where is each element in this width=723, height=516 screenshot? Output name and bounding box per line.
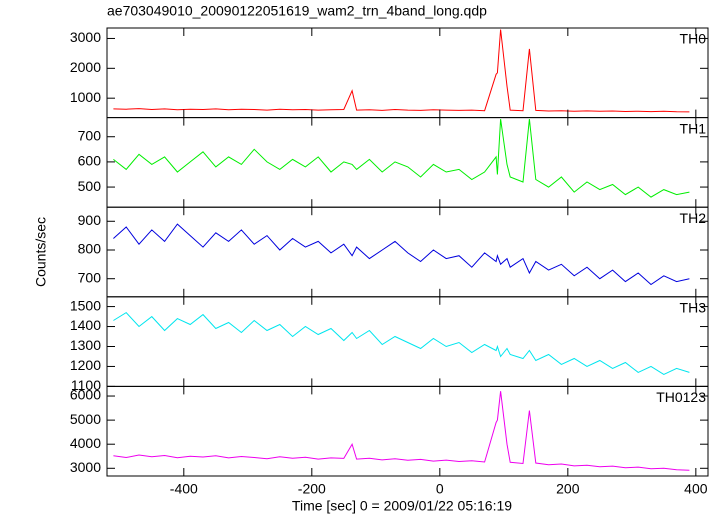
panel-label: TH0 [680,31,707,47]
data-line [113,223,690,286]
y-tick-label: 1100 [71,377,101,393]
panel-label: TH2 [680,210,707,226]
data-line [113,119,690,198]
panel-frame [106,296,709,387]
y-tick-label: 700 [78,269,102,285]
y-tick-label: 5000 [70,411,101,427]
panel-label: TH3 [680,300,707,316]
x-tick-label: 400 [684,481,708,497]
data-line [113,391,690,471]
data-line [113,311,690,375]
y-tick-label: 4000 [70,435,101,451]
y-tick-label: 900 [78,212,102,228]
y-tick-label: 3000 [70,29,101,45]
x-axis-label: Time [sec] 0 = 2009/01/22 05:16:19 [292,498,512,514]
y-tick-label: 6000 [70,387,101,403]
y-tick-label: 1400 [70,317,101,333]
y-axis-label: Counts/sec [33,217,49,287]
x-tick-label: 200 [556,481,580,497]
y-tick-label: 800 [78,241,102,257]
y-tick-label: 1500 [70,297,101,313]
y-tick-label: 2000 [70,59,101,75]
panel-frame [106,117,709,208]
panel-frame [106,385,709,477]
y-tick-label: 1200 [70,357,101,373]
x-tick-label: -200 [298,481,326,497]
panel-label: TH0123 [656,389,706,405]
y-tick-label: 3000 [70,459,101,475]
panel-label: TH1 [680,120,707,136]
y-tick-label: 1000 [70,89,101,105]
panel-frame [106,27,709,119]
y-tick-label: 600 [78,153,102,169]
x-tick-label: 0 [436,481,444,497]
y-tick-label: 700 [78,127,102,143]
y-tick-label: 1300 [70,337,101,353]
data-line [113,29,690,113]
chart-title: ae703049010_20090122051619_wam2_trn_4ban… [107,3,487,19]
y-tick-label: 500 [78,178,102,194]
x-tick-label: -400 [170,481,198,497]
